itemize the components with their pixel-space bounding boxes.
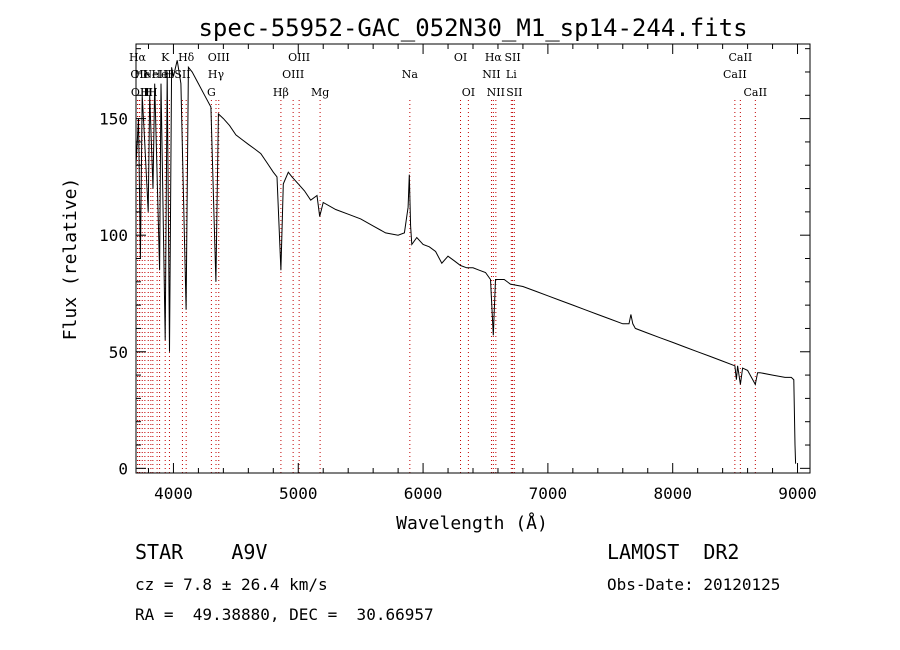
- line-label-13: SII: [174, 68, 190, 81]
- coordinates-ra-dec: RA = 49.38880, DEC = 30.66957: [135, 605, 434, 624]
- line-label-28: SII: [504, 51, 520, 64]
- line-label-7: H: [148, 86, 158, 99]
- redshift-cz: cz = 7.8 ± 26.4 km/s: [135, 575, 328, 594]
- line-label-1: OII: [130, 68, 148, 81]
- spectral-line-markers: HαOIIOIIHeHHHNeIIIHeKHHδSIIGHγOIIIHβOIII…: [129, 51, 767, 473]
- line-label-20: Mg: [311, 86, 329, 99]
- survey-name: LAMOST DR2: [607, 540, 740, 564]
- line-label-18: OIII: [282, 68, 304, 81]
- plot-frame: [135, 43, 811, 474]
- line-label-22: OI: [454, 51, 467, 64]
- line-label-19: OIII: [288, 51, 310, 64]
- line-label-12: Hδ: [178, 51, 195, 64]
- y-tick-label-0: 0: [118, 459, 128, 478]
- line-label-2: OII: [131, 86, 149, 99]
- line-label-17: Hβ: [273, 86, 289, 99]
- y-axis-label: Flux (relative): [60, 178, 81, 341]
- x-tick-label-4: 8000: [653, 484, 692, 503]
- line-label-3: He: [134, 68, 150, 81]
- line-label-0: Hα: [129, 51, 147, 64]
- axes: 4000 5000 6000 7000 8000 9000 0 50 100 150: [99, 44, 817, 503]
- line-label-25: Hα: [485, 51, 503, 64]
- x-tick-label-1: 5000: [279, 484, 318, 503]
- y-tick-label-2: 100: [99, 226, 128, 245]
- observation-date: Obs-Date: 20120125: [607, 575, 781, 594]
- line-label-9: He: [152, 68, 168, 81]
- line-label-14: G: [207, 86, 216, 99]
- line-label-10: K: [161, 51, 170, 64]
- line-label-8: NeIII: [143, 68, 172, 81]
- y-tick-label-3: 150: [99, 110, 128, 129]
- x-axis-label: Wavelength (Å): [396, 512, 548, 534]
- x-tick-label-2: 6000: [404, 484, 443, 503]
- x-tick-label-0: 4000: [154, 484, 193, 503]
- line-label-15: Hγ: [208, 68, 225, 81]
- x-tick-label-3: 7000: [529, 484, 568, 503]
- spectrum-line: [135, 60, 797, 464]
- chart-title: spec-55952-GAC_052N30_M1_sp14-244.fits: [198, 14, 747, 42]
- y-tick-label-1: 50: [109, 343, 128, 362]
- line-label-26: NII: [487, 86, 505, 99]
- line-label-32: CaII: [743, 86, 767, 99]
- line-label-31: CaII: [729, 51, 753, 64]
- line-label-4: H: [140, 86, 150, 99]
- line-label-27: Li: [506, 68, 517, 81]
- line-label-5: H: [143, 86, 153, 99]
- line-label-29: SII: [506, 86, 522, 99]
- line-label-23: OI: [462, 86, 475, 99]
- line-label-11: H: [165, 68, 175, 81]
- line-label-30: CaII: [723, 68, 747, 81]
- object-class: STAR A9V: [135, 540, 268, 564]
- line-label-21: Na: [402, 68, 419, 81]
- line-label-24: NII: [482, 68, 500, 81]
- x-tick-label-5: 9000: [778, 484, 817, 503]
- line-label-16: OIII: [208, 51, 230, 64]
